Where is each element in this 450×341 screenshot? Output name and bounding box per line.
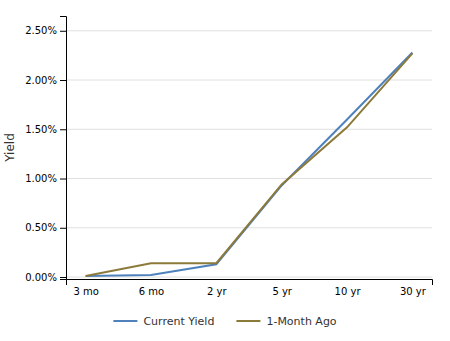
legend-swatch xyxy=(113,320,137,322)
legend-swatch xyxy=(236,320,260,322)
y-tick: 2.00% xyxy=(25,75,66,86)
x-tick-label: 6 mo xyxy=(139,286,164,297)
x-tick-label: 3 mo xyxy=(73,286,98,297)
series-group xyxy=(86,52,413,276)
grid-line xyxy=(66,178,432,179)
chart: 0.00% 0.50% 1.00% 1.50% 2.00% 2.50% 3 mo 6 mo 2 … xyxy=(0,0,450,341)
y-tick-mark xyxy=(60,129,66,130)
x-tick: 2 yr xyxy=(207,286,227,297)
series-line xyxy=(86,52,413,276)
y-tick: 1.50% xyxy=(25,124,66,135)
x-tick-label: 5 yr xyxy=(272,286,292,297)
x-tick-label: 10 yr xyxy=(335,286,362,297)
x-tick-label: 2 yr xyxy=(207,286,227,297)
y-tick-mark xyxy=(60,179,66,180)
grid-line xyxy=(66,227,432,228)
plot: 0.00% 0.50% 1.00% 1.50% 2.00% 2.50% 3 mo 6 mo 2 … xyxy=(3,17,433,298)
y-tick: 1.00% xyxy=(25,173,66,184)
legend-label: 1-Month Ago xyxy=(266,315,336,328)
x-tick: 6 mo xyxy=(139,286,164,297)
legend-label: Current Yield xyxy=(143,315,214,328)
y-axis-line xyxy=(60,17,67,280)
series-line xyxy=(86,53,413,276)
y-axis-title: Yield xyxy=(3,133,17,163)
y-tick-label: 2.50% xyxy=(25,25,57,36)
y-tick-mark xyxy=(60,228,66,229)
x-axis-line xyxy=(67,280,433,286)
legend-item: 1-Month Ago xyxy=(236,315,336,328)
y-tick-label: 0.50% xyxy=(25,222,57,233)
grid-line xyxy=(66,80,432,81)
x-tick: 5 yr xyxy=(272,286,292,297)
y-tick: 0.00% xyxy=(25,272,66,283)
legend-item: Current Yield xyxy=(113,315,214,328)
y-tick: 2.50% xyxy=(25,25,66,36)
grid-line xyxy=(66,277,432,278)
y-tick-mark xyxy=(60,80,66,81)
x-axis: 3 mo 6 mo 2 yr 5 yr 10 yr 30 yr xyxy=(67,280,433,298)
x-tick-label: 30 yr xyxy=(400,286,427,297)
y-tick-label: 2.00% xyxy=(25,75,57,86)
x-tick: 30 yr xyxy=(400,286,427,297)
y-tick-mark xyxy=(60,277,66,278)
y-tick-label: 1.50% xyxy=(25,124,57,135)
grid xyxy=(66,31,432,277)
y-tick-mark xyxy=(60,31,66,32)
y-axis: 0.00% 0.50% 1.00% 1.50% 2.00% 2.50% xyxy=(25,17,66,283)
grid-line xyxy=(66,30,432,31)
x-tick: 3 mo xyxy=(73,286,98,297)
y-tick-label: 1.00% xyxy=(25,173,57,184)
y-tick: 0.50% xyxy=(25,222,66,233)
y-tick-label: 0.00% xyxy=(25,272,57,283)
grid-line xyxy=(66,129,432,130)
x-tick: 10 yr xyxy=(335,286,362,297)
legend: Current Yield 1-Month Ago xyxy=(113,315,336,328)
